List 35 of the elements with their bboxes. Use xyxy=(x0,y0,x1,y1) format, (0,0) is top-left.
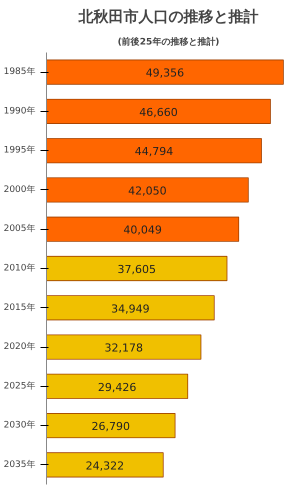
bar xyxy=(46,413,176,438)
y-tick-label: 2035年 xyxy=(4,458,36,470)
data-label: 24,322 xyxy=(86,459,124,472)
y-tick-label: 1990年 xyxy=(4,105,36,116)
y-tick-label: 2025年 xyxy=(4,380,36,392)
data-label: 34,949 xyxy=(111,302,150,316)
y-tick-label: 2010年 xyxy=(4,262,36,274)
chart-title: 北秋田市人口の推移と推計 xyxy=(78,8,258,26)
data-label: 29,426 xyxy=(98,380,136,394)
bar xyxy=(46,216,240,242)
bar xyxy=(46,256,228,282)
data-label: 37,605 xyxy=(118,263,156,276)
bar xyxy=(46,60,284,85)
chart-subtitle: (前後25年の推移と推計) xyxy=(118,36,220,48)
data-label: 32,178 xyxy=(104,342,143,355)
y-tick-label: 2030年 xyxy=(4,420,36,431)
bar xyxy=(46,374,188,399)
bar xyxy=(46,138,262,164)
bar xyxy=(46,98,271,124)
y-tick-label: 1985年 xyxy=(4,66,36,78)
data-label: 26,790 xyxy=(92,420,130,434)
bar xyxy=(46,334,202,360)
y-tick-label: 2015年 xyxy=(4,302,36,313)
data-label: 42,050 xyxy=(128,184,167,198)
data-label: 46,660 xyxy=(139,106,178,119)
bar xyxy=(46,452,164,478)
y-tick-label: 2020年 xyxy=(4,341,36,352)
data-label: 44,794 xyxy=(134,145,174,158)
data-label: 40,049 xyxy=(123,224,162,237)
y-tick-label: 2000年 xyxy=(4,184,36,195)
y-tick-label: 1995年 xyxy=(4,144,36,156)
y-tick-label: 2005年 xyxy=(4,223,36,234)
bar xyxy=(46,177,249,203)
bar xyxy=(46,295,215,320)
data-label: 49,356 xyxy=(146,66,184,80)
